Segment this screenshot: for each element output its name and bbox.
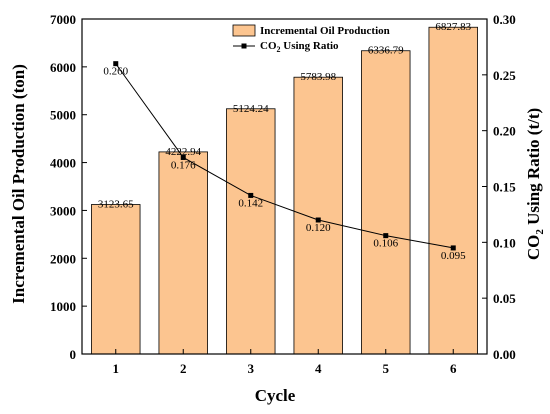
right-axis-title: CO2 Using Ratio (t/t) [524, 108, 546, 260]
x-tick-label-3: 3 [248, 361, 255, 376]
line-layer [113, 61, 456, 251]
co2-ratio-point-1 [113, 61, 119, 67]
bar-value-label-3: 5124.24 [233, 103, 269, 115]
left-axis-ticks: 0 1000 2000 3000 4000 5000 6000 7000 [50, 12, 87, 362]
bar-value-label-6: 6827.83 [435, 21, 471, 33]
right-tick-label-0.00: 0.00 [493, 347, 516, 362]
left-tick-label-1000: 1000 [50, 299, 76, 314]
co2-ratio-point-3 [248, 192, 254, 198]
x-tick-label-6: 6 [450, 361, 457, 376]
co2-ratio-point-4 [315, 217, 321, 223]
bar-cycle-6 [428, 26, 478, 355]
legend-line-suffix: Using Ratio [281, 40, 340, 52]
right-tick-label-0.05: 0.05 [493, 291, 516, 306]
x-tick-label-2: 2 [180, 361, 187, 376]
bar-cycle-5 [361, 50, 411, 355]
right-axis-title-sub: 2 [534, 229, 546, 235]
bar-value-label-2: 4222.94 [165, 146, 201, 158]
legend-line-sub: 2 [277, 45, 281, 54]
legend-label-line: CO2 Using Ratio [260, 40, 339, 54]
right-axis-title-prefix: CO [524, 235, 543, 261]
co2-ratio-point-5 [383, 233, 389, 239]
data-labels-layer: 3123.65 4222.94 5124.24 5783.98 6336.79 6827.… [98, 21, 472, 262]
left-tick-label-7000: 7000 [50, 12, 76, 27]
left-tick-label-2000: 2000 [50, 251, 76, 266]
right-tick-label-0.20: 0.20 [493, 124, 516, 139]
co2-ratio-label-3: 0.142 [238, 197, 263, 209]
x-tick-label-4: 4 [315, 361, 322, 376]
co2-ratio-label-4: 0.120 [306, 222, 331, 234]
co2-ratio-label-2: 0.176 [171, 159, 196, 171]
x-tick-label-5: 5 [383, 361, 390, 376]
co2-ratio-point-2 [180, 154, 186, 160]
bar-value-label-4: 5783.98 [300, 71, 336, 83]
plot-frame [81, 18, 488, 355]
co2-ratio-label-6: 0.095 [441, 250, 466, 262]
bar-cycle-3 [226, 108, 276, 355]
left-axis-title: Incremental Oil Production (ton) [9, 64, 28, 304]
x-axis-title: Cycle [255, 386, 296, 405]
legend-swatch-bar [232, 24, 256, 37]
co2-ratio-point-6 [450, 245, 456, 251]
right-tick-label-0.25: 0.25 [493, 68, 516, 83]
left-tick-label-4000: 4000 [50, 156, 76, 171]
bar-cycle-2 [158, 151, 208, 355]
legend-line-prefix: CO [260, 40, 277, 52]
legend: Incremental Oil Production CO2 Using Rat… [232, 24, 390, 54]
x-tick-label-1: 1 [113, 361, 120, 376]
bar-cycle-4 [293, 76, 343, 355]
left-tick-label-6000: 6000 [50, 60, 76, 75]
right-tick-label-0.30: 0.30 [493, 12, 516, 27]
right-axis-title-suffix: Using Ratio (t/t) [524, 108, 543, 229]
legend-swatch-marker [241, 43, 247, 49]
co2-ratio-label-1: 0.260 [103, 66, 128, 78]
co2-ratio-line [115, 63, 454, 249]
co2-ratio-label-5: 0.106 [373, 238, 398, 250]
bar-cycle-1 [91, 204, 141, 355]
left-tick-label-0: 0 [70, 347, 77, 362]
right-tick-label-0.15: 0.15 [493, 180, 516, 195]
bars-layer [91, 26, 478, 355]
right-tick-label-0.10: 0.10 [493, 235, 516, 250]
legend-label-bar: Incremental Oil Production [260, 25, 390, 37]
right-axis-ticks: 0.00 0.05 0.10 0.15 0.20 0.25 0.30 [482, 12, 516, 362]
left-tick-label-5000: 5000 [50, 108, 76, 123]
x-axis-ticks: 1 2 3 4 5 6 [113, 349, 457, 376]
bar-value-label-1: 3123.65 [98, 199, 134, 211]
left-tick-label-3000: 3000 [50, 203, 76, 218]
bar-value-label-5: 6336.79 [368, 45, 404, 57]
